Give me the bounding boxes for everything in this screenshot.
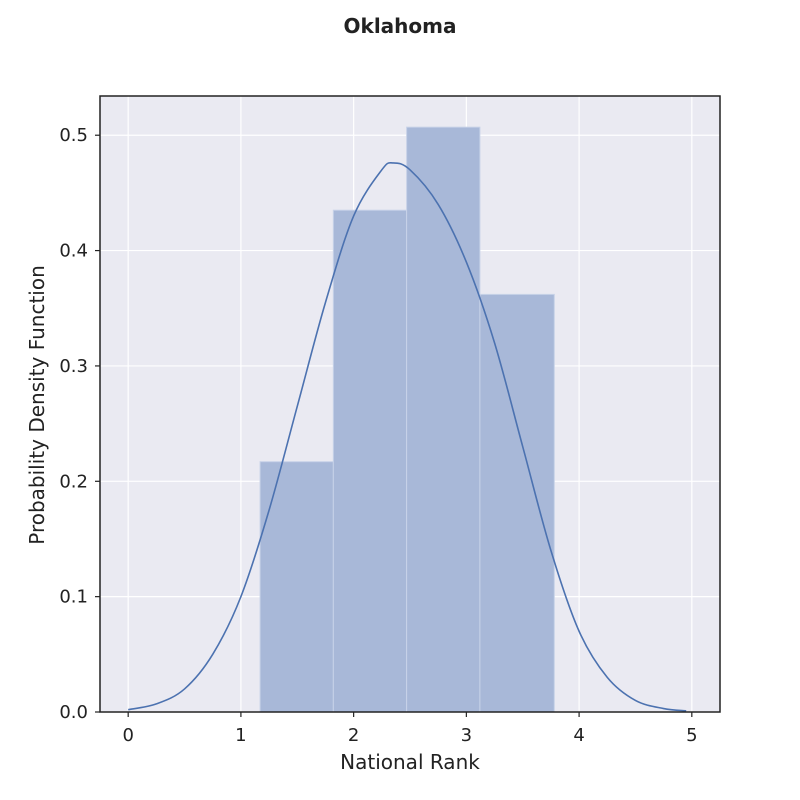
y-tick-label: 0.5	[59, 125, 88, 146]
x-tick-label: 1	[235, 725, 246, 746]
x-tick-label: 5	[686, 725, 697, 746]
y-axis-label: Probability Density Function	[25, 265, 49, 545]
x-tick-label: 2	[348, 725, 359, 746]
y-tick-label: 0.3	[59, 356, 88, 377]
histogram-bar	[259, 461, 334, 713]
y-tick-label: 0.2	[59, 471, 88, 492]
y-tick-label: 0.1	[59, 587, 88, 608]
histogram-bar	[332, 209, 408, 713]
x-axis-ticks: 0 1 2 3 4 5	[122, 712, 698, 746]
y-tick-label: 0.4	[59, 241, 88, 262]
y-axis-ticks: 0.0 0.1 0.2 0.3 0.4 0.5	[59, 125, 100, 723]
x-tick-label: 3	[461, 725, 472, 746]
x-tick-label: 4	[573, 725, 584, 746]
plot-frame	[99, 95, 721, 713]
histogram-bar	[406, 126, 481, 713]
x-tick-label: 0	[122, 725, 133, 746]
histogram-bar	[479, 293, 555, 713]
x-axis-label: National Rank	[340, 750, 480, 774]
y-tick-label: 0.0	[59, 702, 88, 723]
chart-title: Oklahoma	[344, 14, 457, 38]
histogram-bars	[259, 126, 555, 713]
kde-curve	[128, 161, 687, 712]
